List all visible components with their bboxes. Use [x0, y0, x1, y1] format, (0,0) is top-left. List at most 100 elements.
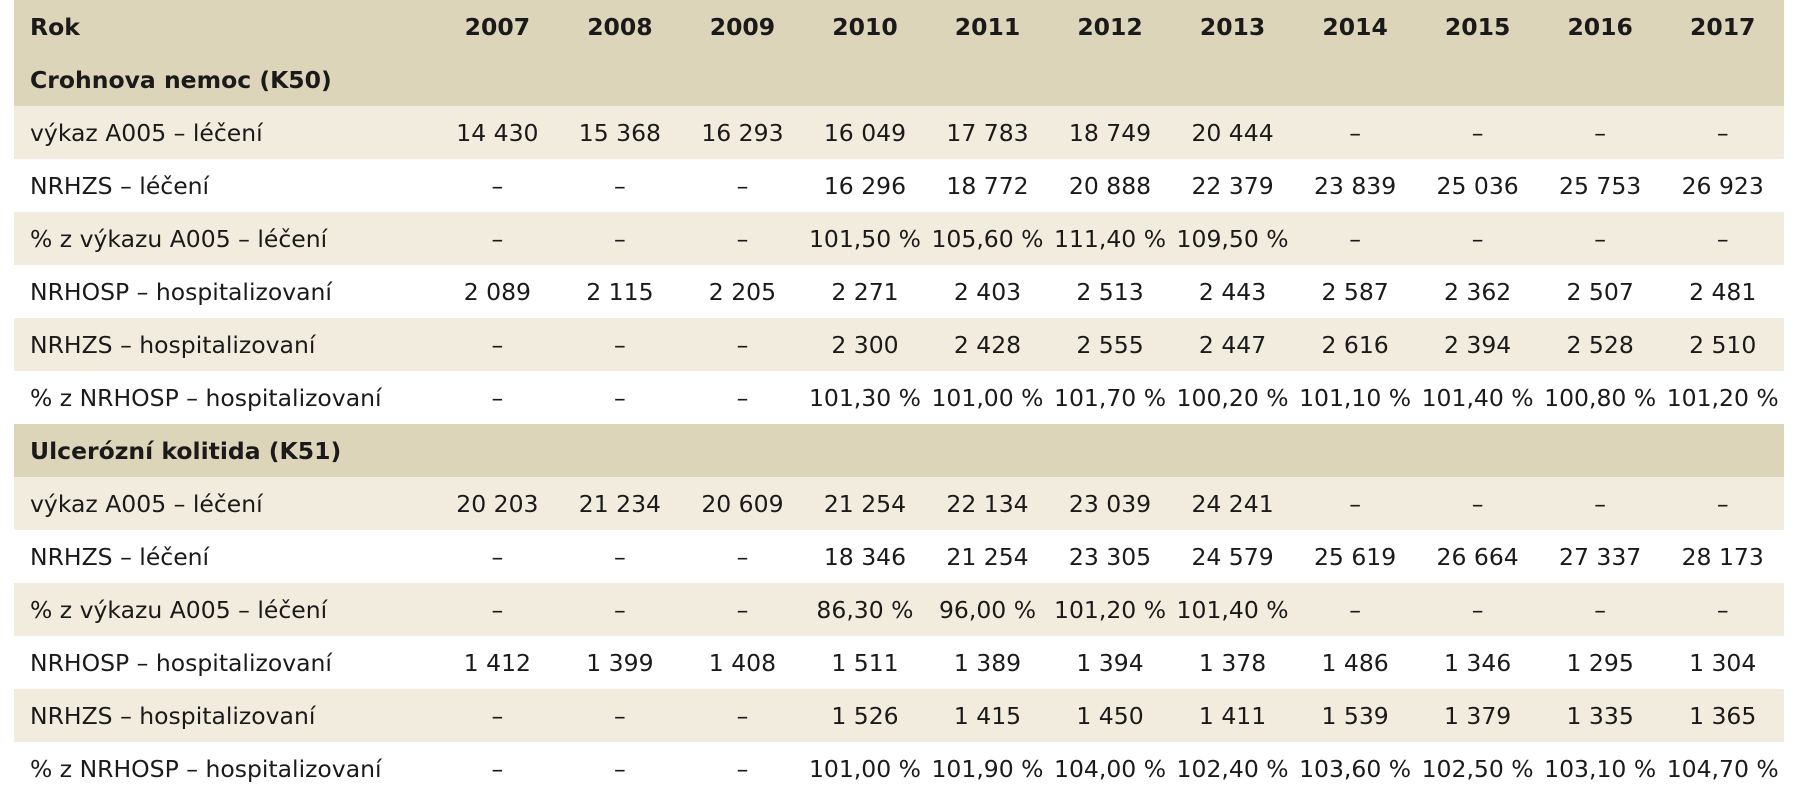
- table-cell: 24 241: [1191, 489, 1274, 518]
- table-cell: 101,00 %: [808, 754, 921, 783]
- table-row: NRHZS – hospitalizovaní – – – 2 300 2 428 2 55…: [14, 318, 1784, 371]
- table-cell: 101,70 %: [1054, 383, 1167, 412]
- table-cell: 104,00 %: [1054, 754, 1167, 783]
- table-cell: 2 403: [953, 277, 1022, 306]
- table-cell: 1 415: [953, 701, 1022, 730]
- table-cell: 1 394: [1076, 648, 1144, 677]
- table-cell: 2 528: [1566, 330, 1634, 359]
- table-cell: 22 134: [946, 489, 1029, 518]
- table-cell: 16 049: [823, 118, 907, 147]
- table-row: výkaz A005 – léčení 14 430 15 368 16 293 16 …: [14, 106, 1784, 159]
- table-cell: 2 555: [1076, 330, 1144, 359]
- table-body: Crohnova nemoc (K50) výkaz A005 – léčení 1…: [14, 53, 1784, 795]
- table-row: % z NRHOSP – hospitalizovaní – – – 101,00 % 1…: [14, 742, 1784, 795]
- table-cell: 101,40 %: [1176, 595, 1289, 624]
- table-cell: 86,30 %: [816, 595, 914, 624]
- row-label: NRHZS – hospitalizovaní: [30, 701, 316, 730]
- table-cell: 2 481: [1689, 277, 1757, 306]
- table-cell: –: [614, 542, 626, 571]
- table-cell: –: [736, 224, 749, 253]
- table-cell: 2 428: [953, 330, 1022, 359]
- table-cell: 111,40 %: [1054, 224, 1167, 253]
- table-cell: 24 579: [1191, 542, 1274, 571]
- table-cell: –: [614, 754, 626, 783]
- table-row: NRHZS – hospitalizovaní – – – 1 526 1 415 1 45…: [14, 689, 1784, 742]
- table-cell: –: [491, 383, 504, 412]
- table-row: výkaz A005 – léčení 20 203 21 234 20 609 21 …: [14, 477, 1784, 530]
- table-cell: 101,40 %: [1421, 383, 1534, 412]
- table-cell: –: [736, 701, 749, 730]
- table-cell: 1 450: [1076, 701, 1144, 730]
- header-cell-year: 2011: [954, 12, 1021, 41]
- table-cell: 17 783: [946, 118, 1029, 147]
- table-row: NRHOSP – hospitalizovaní 2 089 2 115 2 205 2…: [14, 265, 1784, 318]
- table-cell: –: [614, 224, 626, 253]
- table-cell: 18 346: [823, 542, 907, 571]
- row-label: NRHZS – léčení: [30, 542, 210, 571]
- header-cell-year: 2007: [464, 12, 531, 41]
- table-row: NRHZS – léčení – – – 16 296 18 772 20 888 22 37…: [14, 159, 1784, 212]
- table-cell: 101,20 %: [1666, 383, 1779, 412]
- table-cell: 2 443: [1198, 277, 1267, 306]
- table-cell: –: [736, 383, 749, 412]
- table-cell: –: [1594, 118, 1607, 147]
- table-row: % z výkazu A005 – léčení – – – 86,30 % 96,00 …: [14, 583, 1784, 636]
- table-row: % z NRHOSP – hospitalizovaní – – – 101,30 % 1…: [14, 371, 1784, 424]
- header-cell-year: 2008: [587, 12, 653, 41]
- table-cell: –: [736, 595, 749, 624]
- table-cell: 2 513: [1076, 277, 1144, 306]
- table-cell: –: [736, 542, 749, 571]
- table-cell: 109,50 %: [1176, 224, 1289, 253]
- table-cell: 25 619: [1313, 542, 1397, 571]
- table-cell: 2 616: [1321, 330, 1389, 359]
- table-cell: 23 305: [1068, 542, 1152, 571]
- table-cell: 101,00 %: [931, 383, 1044, 412]
- table-cell: 101,90 %: [931, 754, 1044, 783]
- header-cell-year: 2010: [832, 12, 898, 41]
- table-cell: 102,40 %: [1176, 754, 1289, 783]
- header-cell-year: 2012: [1077, 12, 1143, 41]
- table-cell: 23 839: [1313, 171, 1397, 200]
- data-table-container: Rok 2007 2008 2009 2010 2011 2012 2013 2…: [14, 0, 1784, 795]
- table-cell: 1 335: [1566, 701, 1634, 730]
- header-cell-label: Rok: [30, 12, 80, 41]
- table-cell: 21 254: [946, 542, 1029, 571]
- table-cell: 1 511: [831, 648, 899, 677]
- row-label: NRHZS – léčení: [30, 171, 210, 200]
- table-cell: –: [614, 383, 626, 412]
- table-cell: –: [1349, 118, 1361, 147]
- table-cell: 25 036: [1436, 171, 1519, 200]
- table-cell: –: [1471, 118, 1484, 147]
- table-row: NRHZS – léčení – – – 18 346 21 254 23 305 24 57…: [14, 530, 1784, 583]
- table-cell: –: [491, 171, 504, 200]
- table-cell: –: [1594, 595, 1607, 624]
- table-cell: 101,50 %: [808, 224, 921, 253]
- table-cell: 96,00 %: [938, 595, 1037, 624]
- table-cell: –: [614, 701, 626, 730]
- table-cell: –: [1471, 595, 1484, 624]
- table-cell: –: [1716, 224, 1729, 253]
- section-header-row: Crohnova nemoc (K50): [14, 53, 1784, 106]
- table-cell: 22 379: [1191, 171, 1274, 200]
- table-cell: 18 772: [946, 171, 1029, 200]
- table-row: NRHOSP – hospitalizovaní 1 412 1 399 1 408 1…: [14, 636, 1784, 689]
- table-cell: –: [614, 330, 626, 359]
- table-cell: –: [491, 224, 504, 253]
- table-cell: 105,60 %: [931, 224, 1044, 253]
- table-cell: –: [1594, 489, 1607, 518]
- table-cell: 2 362: [1443, 277, 1512, 306]
- table-cell: 1 526: [831, 701, 899, 730]
- table-cell: –: [1471, 224, 1484, 253]
- table-cell: 101,10 %: [1299, 383, 1412, 412]
- table-cell: –: [1716, 489, 1729, 518]
- table-cell: –: [1349, 595, 1361, 624]
- table-cell: 1 346: [1443, 648, 1512, 677]
- table-cell: 2 205: [708, 277, 777, 306]
- table-cell: –: [736, 171, 749, 200]
- table-cell: 28 173: [1681, 542, 1764, 571]
- statistics-table: Rok 2007 2008 2009 2010 2011 2012 2013 2…: [14, 0, 1784, 795]
- table-cell: 26 923: [1681, 171, 1764, 200]
- table-cell: –: [614, 171, 626, 200]
- table-cell: 18 749: [1068, 118, 1152, 147]
- table-cell: 1 408: [708, 648, 777, 677]
